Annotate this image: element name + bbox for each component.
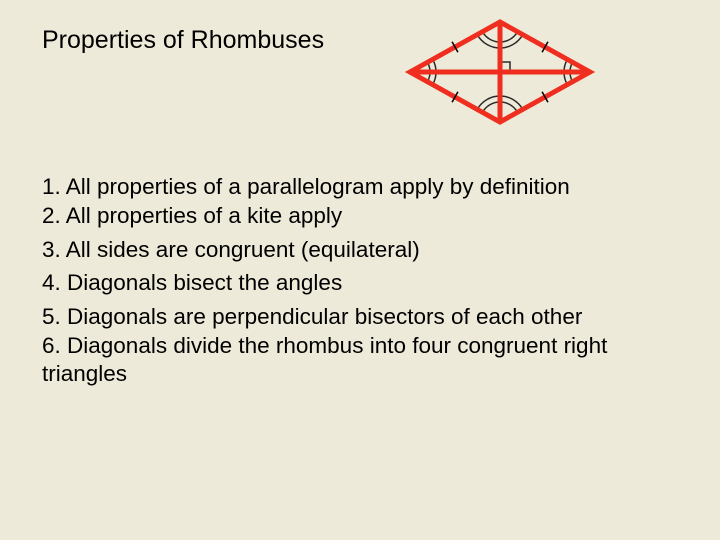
list-item: 1. All properties of a parallelogram app… xyxy=(42,173,680,200)
list-item: 3. All sides are congruent (equilateral) xyxy=(42,236,680,263)
list-item: 5. Diagonals are perpendicular bisectors… xyxy=(42,303,680,330)
list-item: 4. Diagonals bisect the angles xyxy=(42,269,680,296)
slide: Properties of Rhombuses 1. All propertie… xyxy=(0,0,720,540)
list-item: 6. Diagonals divide the rhombus into fou… xyxy=(42,332,680,387)
list-item: 2. All properties of a kite apply xyxy=(42,202,680,229)
rhombus-svg xyxy=(400,12,600,132)
rhombus-figure xyxy=(400,12,600,132)
properties-list: 1. All properties of a parallelogram app… xyxy=(42,173,680,387)
